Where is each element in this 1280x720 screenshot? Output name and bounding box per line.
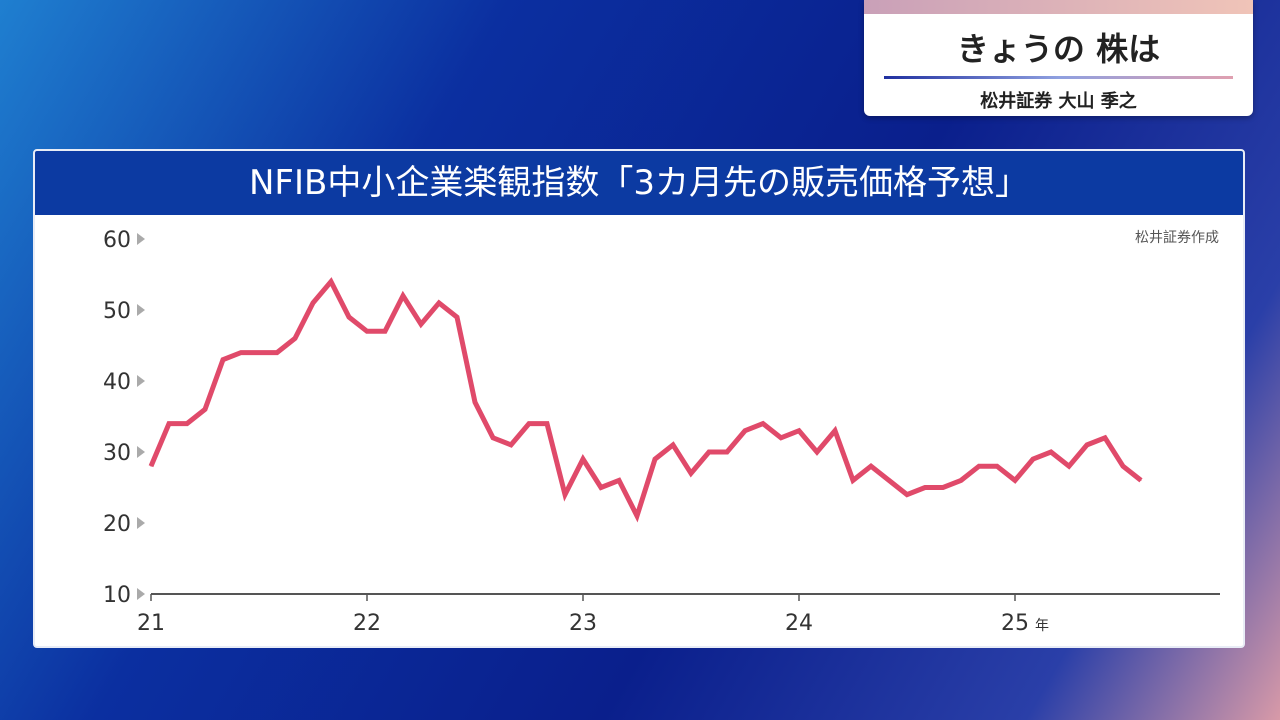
y-tick-marker xyxy=(137,233,145,245)
y-tick-marker xyxy=(137,375,145,387)
y-tick-marker xyxy=(137,588,145,600)
data-point xyxy=(996,465,998,467)
data-point xyxy=(384,330,386,332)
data-point xyxy=(258,352,260,354)
data-point xyxy=(168,423,170,425)
x-tick-label: 23 xyxy=(569,611,597,636)
y-tick-marker xyxy=(137,446,145,458)
data-point xyxy=(942,487,944,488)
data-point xyxy=(1050,451,1052,453)
data-point xyxy=(510,444,512,446)
x-tick-label: 25 xyxy=(1001,611,1029,636)
chart-panel: NFIB中小企業楽観指数「3カ月先の販売価格予想」 松井証券作成 10 20 30 4… xyxy=(33,149,1245,648)
data-point xyxy=(960,479,962,481)
data-point xyxy=(1032,458,1034,460)
data-point xyxy=(1014,479,1016,481)
data-point xyxy=(528,423,530,425)
data-point xyxy=(672,444,674,446)
data-point xyxy=(924,487,926,488)
y-tick-label: 60 xyxy=(103,228,131,253)
y-tick-label: 30 xyxy=(103,441,131,466)
data-point xyxy=(888,479,890,481)
data-point xyxy=(1086,444,1088,446)
data-point xyxy=(654,458,656,460)
program-title: きょうの 株は xyxy=(956,30,1161,68)
data-point xyxy=(546,423,548,425)
x-tick-label: 21 xyxy=(137,611,165,636)
x-tick-label: 24 xyxy=(785,611,813,636)
data-point xyxy=(492,437,494,439)
program-title-card: きょうの 株は 松井証券 大山 季之 xyxy=(864,0,1253,116)
data-point xyxy=(294,337,296,339)
data-point xyxy=(762,423,764,425)
data-point xyxy=(618,479,620,481)
data-point xyxy=(1140,479,1142,481)
data-point xyxy=(600,487,602,488)
data-point xyxy=(240,352,242,354)
card-accent-bar xyxy=(864,0,1253,14)
presenter-name: 松井証券 大山 季之 xyxy=(980,91,1137,112)
chart-title: NFIB中小企業楽観指数「3カ月先の販売価格予想」 xyxy=(35,151,1243,215)
data-point xyxy=(906,494,908,496)
data-point xyxy=(726,451,728,453)
data-point xyxy=(816,451,818,453)
data-point xyxy=(402,295,404,297)
data-point xyxy=(438,302,440,304)
data-point xyxy=(1068,465,1070,467)
data-point xyxy=(636,515,638,517)
x-tick-label: 22 xyxy=(353,611,381,636)
chart-source: 松井証券作成 xyxy=(1135,230,1219,246)
data-point xyxy=(564,494,566,496)
y-tick-marker xyxy=(137,517,145,529)
y-tick-label: 20 xyxy=(103,512,131,537)
line-chart: 10 20 30 40 50 60 21 22 23 24 25 年 xyxy=(103,228,1220,636)
data-point xyxy=(456,316,458,318)
data-point xyxy=(150,465,152,467)
card-divider xyxy=(884,76,1233,79)
y-tick-label: 10 xyxy=(103,583,131,608)
data-point xyxy=(852,479,854,481)
data-point xyxy=(1122,465,1124,467)
data-point xyxy=(834,430,836,432)
y-tick-label: 50 xyxy=(103,299,131,324)
data-point xyxy=(330,281,332,283)
data-point xyxy=(312,302,314,304)
data-point xyxy=(870,465,872,467)
data-point xyxy=(978,465,980,467)
series-line xyxy=(148,277,1143,523)
data-point xyxy=(348,316,350,318)
y-tick-marker xyxy=(137,304,145,316)
data-point xyxy=(690,472,692,474)
data-point xyxy=(1104,437,1106,439)
data-point xyxy=(366,330,368,332)
data-point xyxy=(708,451,710,453)
data-point xyxy=(276,352,278,354)
y-tick-label: 40 xyxy=(103,370,131,395)
data-point xyxy=(582,458,584,460)
data-point xyxy=(222,359,224,361)
data-point xyxy=(420,323,422,325)
data-point xyxy=(186,423,188,425)
data-point xyxy=(780,437,782,439)
x-unit-label: 年 xyxy=(1035,618,1049,634)
data-point xyxy=(798,430,800,432)
data-point xyxy=(744,430,746,432)
data-point xyxy=(204,408,206,410)
data-point xyxy=(474,401,476,403)
